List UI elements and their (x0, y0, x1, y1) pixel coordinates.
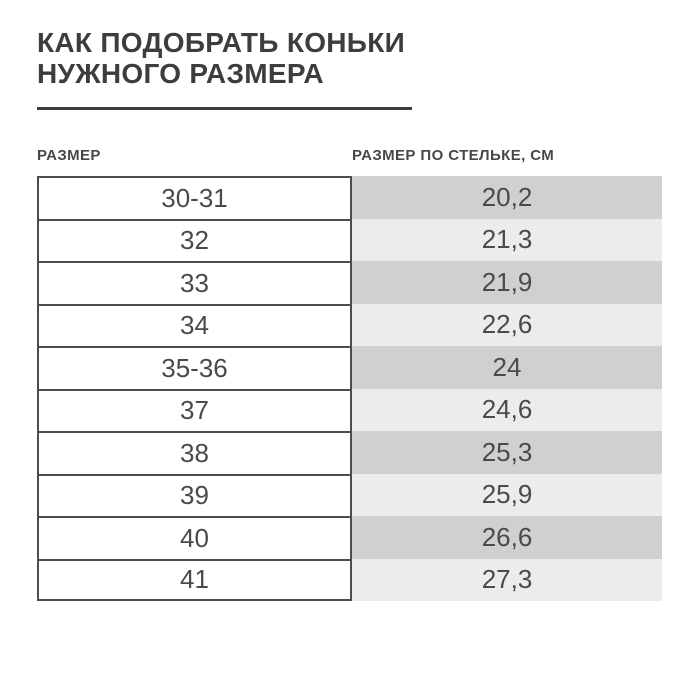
insole-size-cell: 25,9 (352, 473, 662, 516)
size-cell: 37 (37, 388, 352, 431)
size-cell: 34 (37, 303, 352, 346)
insole-size-cell: 25,3 (352, 431, 662, 474)
size-cell: 40 (37, 516, 352, 559)
table-column-headers: РАЗМЕР РАЗМЕР ПО СТЕЛЬКЕ, СМ (37, 147, 662, 164)
table-row: 35-36 24 (37, 346, 662, 389)
size-table: 30-31 20,2 32 21,3 33 21,9 34 22,6 35-36 24 37 24,6… (37, 176, 662, 601)
insole-size-cell: 22,6 (352, 303, 662, 346)
insole-size-cell: 20,2 (352, 176, 662, 219)
title-underline (37, 107, 412, 110)
table-row: 33 21,9 (37, 261, 662, 304)
insole-size-cell: 26,6 (352, 516, 662, 559)
table-row: 41 27,3 (37, 558, 662, 601)
insole-size-cell: 27,3 (352, 558, 662, 601)
size-cell: 38 (37, 431, 352, 474)
size-cell: 35-36 (37, 346, 352, 389)
size-cell: 39 (37, 473, 352, 516)
size-cell: 41 (37, 558, 352, 601)
insole-size-cell: 24,6 (352, 388, 662, 431)
table-row: 32 21,3 (37, 218, 662, 261)
table-row: 37 24,6 (37, 388, 662, 431)
page-title-line-2: НУЖНОГО РАЗМЕРА (37, 58, 324, 89)
table-row: 34 22,6 (37, 303, 662, 346)
table-row: 39 25,9 (37, 473, 662, 516)
column-header-size: РАЗМЕР (37, 147, 101, 164)
size-cell: 32 (37, 218, 352, 261)
size-cell: 33 (37, 261, 352, 304)
table-row: 38 25,3 (37, 431, 662, 474)
table-row: 30-31 20,2 (37, 176, 662, 219)
size-cell: 30-31 (37, 176, 352, 219)
page-title: КАК ПОДОБРАТЬ КОНЬКИ НУЖНОГО РАЗМЕРА (37, 27, 405, 89)
page-title-line-1: КАК ПОДОБРАТЬ КОНЬКИ (37, 27, 406, 58)
insole-size-cell: 21,3 (352, 218, 662, 261)
table-row: 40 26,6 (37, 516, 662, 559)
insole-size-cell: 24 (352, 346, 662, 389)
insole-size-cell: 21,9 (352, 261, 662, 304)
column-header-insole-cm: РАЗМЕР ПО СТЕЛЬКЕ, СМ (352, 147, 555, 164)
